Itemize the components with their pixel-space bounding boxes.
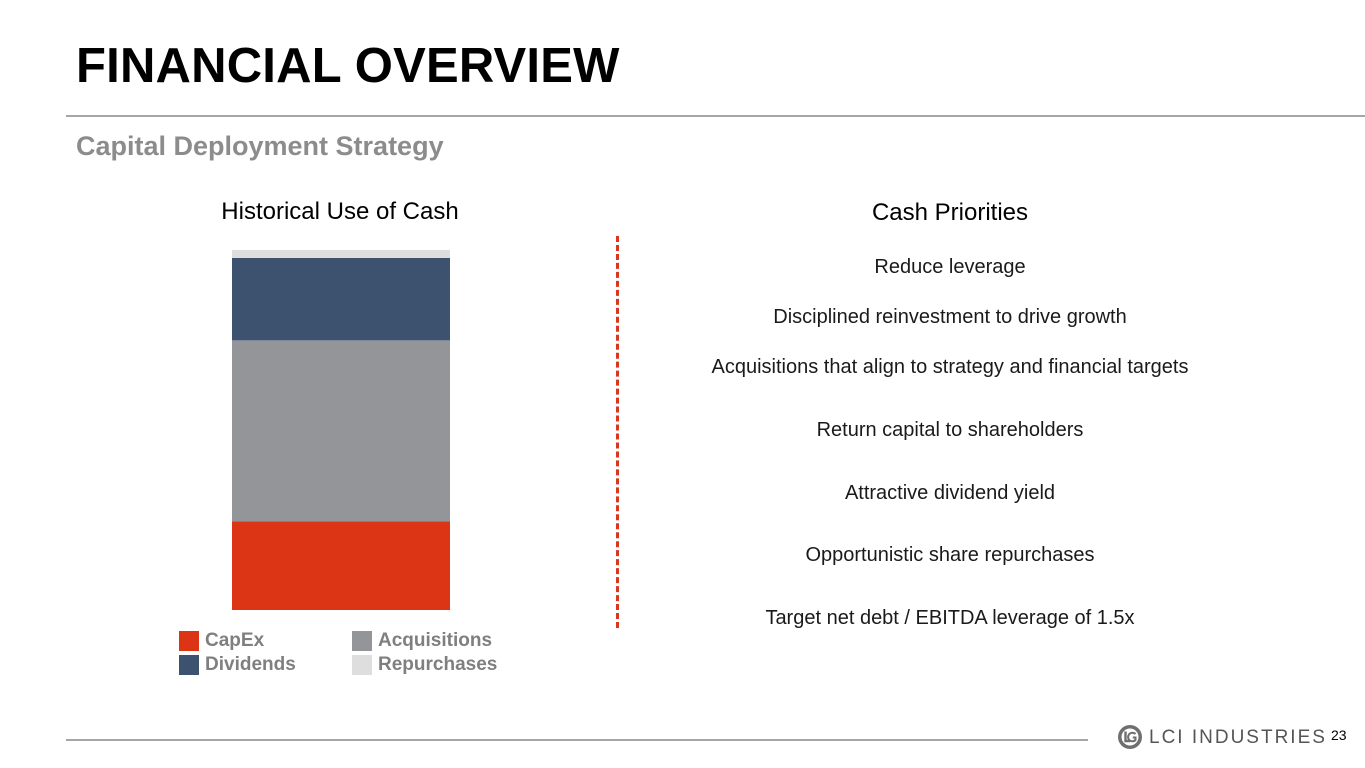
bar-segment-repurchases (232, 250, 450, 258)
priority-item: Acquisitions that align to strategy and … (711, 356, 1189, 378)
legend-swatch-capex (179, 631, 199, 651)
page-number: 23 (1331, 727, 1347, 743)
legend-label-dividends: Dividends (205, 654, 296, 675)
legend-item-capex: CapEx (179, 630, 264, 652)
bar-segment-capex (232, 521, 450, 610)
priority-item: Disciplined reinvestment to drive growth (773, 306, 1127, 328)
legend-label-capex: CapEx (205, 630, 265, 651)
priority-item: Opportunistic share repurchases (805, 544, 1095, 566)
legend-item-dividends: Dividends (179, 654, 296, 676)
legend-swatch-acquisitions (352, 631, 372, 651)
bar-segment-acquisitions (232, 340, 450, 522)
cash-priorities-title: Cash Priorities (871, 199, 1029, 226)
priority-item: Return capital to shareholders (816, 419, 1084, 441)
priority-item: Attractive dividend yield (844, 482, 1056, 504)
company-name: LCI INDUSTRIES (1149, 727, 1327, 748)
legend-label-acquisitions: Acquisitions (378, 630, 493, 651)
priority-item: Target net debt / EBITDA leverage of 1.5… (765, 607, 1135, 629)
title-divider (66, 115, 1365, 117)
priority-item: Reduce leverage (874, 256, 1026, 278)
page-title: FINANCIAL OVERVIEW (76, 39, 620, 93)
page-subtitle: Capital Deployment Strategy (76, 131, 444, 161)
lci-logo-icon (1118, 725, 1142, 749)
bar-segment-dividends (232, 257, 450, 341)
legend-swatch-dividends (179, 655, 199, 675)
section-divider (616, 236, 619, 628)
legend-label-repurchases: Repurchases (378, 654, 498, 675)
chart-title: Historical Use of Cash (221, 198, 459, 225)
legend-swatch-repurchases (352, 655, 372, 675)
footer-divider (66, 739, 1088, 741)
legend-item-repurchases: Repurchases (352, 654, 497, 676)
legend-item-acquisitions: Acquisitions (352, 630, 492, 652)
